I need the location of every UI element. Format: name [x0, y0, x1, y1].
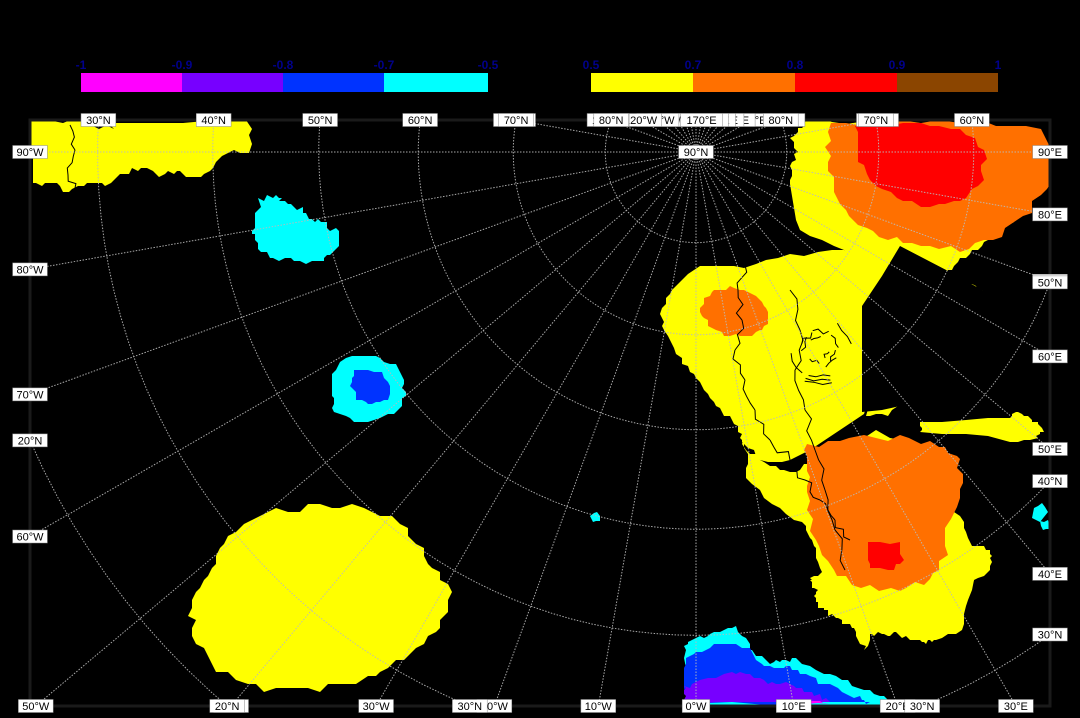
svg-text:50°N: 50°N	[308, 115, 333, 127]
svg-text:0.9: 0.9	[889, 58, 906, 72]
svg-text:70°W: 70°W	[16, 389, 44, 401]
svg-text:80°E: 80°E	[1038, 209, 1062, 221]
svg-text:80°N: 80°N	[599, 115, 624, 127]
svg-text:60°W: 60°W	[16, 532, 44, 544]
svg-text:30°E: 30°E	[1004, 701, 1028, 713]
svg-text:170°E: 170°E	[687, 115, 717, 127]
svg-text:60°E: 60°E	[1038, 351, 1062, 363]
svg-text:70°N: 70°N	[864, 115, 889, 127]
svg-text:80°N: 80°N	[769, 115, 794, 127]
svg-text:50°W: 50°W	[22, 701, 50, 713]
svg-text:-1: -1	[76, 58, 87, 72]
svg-text:-0.9: -0.9	[172, 58, 193, 72]
svg-text:30°N: 30°N	[86, 115, 111, 127]
svg-text:0.8: 0.8	[787, 58, 804, 72]
svg-text:40°E: 40°E	[1038, 569, 1062, 581]
svg-text:0°W: 0°W	[686, 701, 708, 713]
svg-text:-0.7: -0.7	[374, 58, 395, 72]
svg-text:50°E: 50°E	[1038, 444, 1062, 456]
svg-text:70°N: 70°N	[504, 115, 529, 127]
svg-text:1: 1	[995, 58, 1002, 72]
svg-text:20°N: 20°N	[215, 701, 240, 713]
svg-text:60°N: 60°N	[960, 115, 985, 127]
svg-text:90°W: 90°W	[16, 147, 44, 159]
svg-text:50°N: 50°N	[1038, 277, 1063, 289]
svg-text:-0.8: -0.8	[273, 58, 294, 72]
svg-text:40°N: 40°N	[201, 115, 226, 127]
svg-text:60°N: 60°N	[408, 115, 433, 127]
svg-text:-0.5: -0.5	[478, 58, 499, 72]
svg-text:30°N: 30°N	[458, 701, 483, 713]
svg-text:30°N: 30°N	[1038, 630, 1063, 642]
svg-text:30°N: 30°N	[910, 701, 935, 713]
svg-text:0.7: 0.7	[685, 58, 702, 72]
svg-text:30°W: 30°W	[363, 701, 391, 713]
svg-text:10°W: 10°W	[585, 701, 613, 713]
svg-text:0.5: 0.5	[583, 58, 600, 72]
svg-text:10°E: 10°E	[782, 701, 806, 713]
svg-text:20°N: 20°N	[18, 435, 43, 447]
svg-text:80°W: 80°W	[16, 264, 44, 276]
svg-text:90°E: 90°E	[1038, 147, 1062, 159]
svg-text:90°N: 90°N	[684, 147, 709, 159]
svg-text:40°N: 40°N	[1038, 476, 1063, 488]
